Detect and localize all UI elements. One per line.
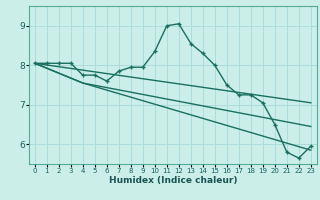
X-axis label: Humidex (Indice chaleur): Humidex (Indice chaleur): [108, 176, 237, 185]
